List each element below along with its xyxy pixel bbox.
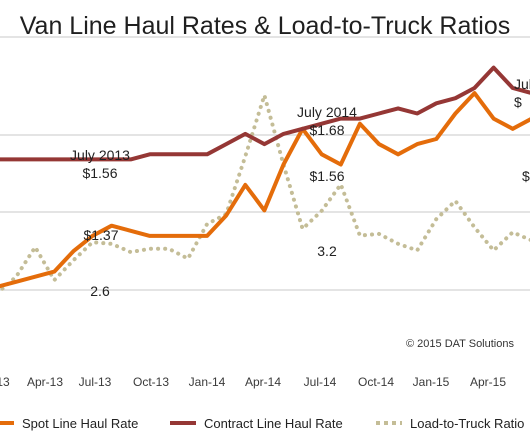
legend-swatch-contract (170, 421, 196, 425)
legend-swatch-ratio (376, 421, 402, 425)
x-tick-label: Apr-14 (245, 375, 281, 389)
x-tick-label: Oct-14 (358, 375, 394, 389)
annotation-label: July 2013 $1.56 (70, 147, 130, 181)
line-chart: July 2013 $1.56 $1.37 2.6 July 2014 $1.68 $1.5… (0, 36, 530, 389)
x-tick-label: Jan-14 (189, 375, 226, 389)
gridlines (0, 36, 530, 291)
x-tick-label: Jul-14 (304, 375, 337, 389)
annotation-label: $ (522, 168, 530, 184)
x-tick-label: Oct-13 (133, 375, 169, 389)
x-tick-label: Jul-13 (79, 375, 112, 389)
legend: Spot Line Haul Rate Contract Line Haul R… (0, 410, 530, 436)
x-tick-label: Apr-15 (470, 375, 506, 389)
legend-label-spot: Spot Line Haul Rate (22, 415, 139, 431)
x-tick-label: 13 (0, 375, 10, 389)
copyright-text: © 2015 DAT Solutions (406, 338, 514, 350)
annotation-label: July$ (514, 76, 530, 110)
x-axis-ticks: 13 Apr-13 Jul-13 Oct-13 Jan-14 Apr-14 Jul-14 Oc… (0, 375, 506, 389)
annotation-label: 3.2 (317, 243, 337, 259)
legend-swatch-spot (0, 421, 14, 425)
x-tick-label: Apr-13 (27, 375, 63, 389)
series-line-load-to-truck-ratio (0, 93, 530, 294)
annotation-label: July 2014 $1.68 (297, 104, 357, 138)
annotation-label: 2.6 (90, 283, 110, 299)
legend-item-contract: Contract Line Haul Rate (170, 410, 343, 436)
legend-label-ratio: Load-to-Truck Ratio (410, 415, 525, 431)
legend-item-ratio: Load-to-Truck Ratio (376, 410, 524, 436)
series-lines (0, 65, 530, 294)
series-line-contract-line-haul-rate (0, 65, 530, 162)
legend-label-contract: Contract Line Haul Rate (204, 415, 343, 431)
chart-title: Van Line Haul Rates & Load-to-Truck Rati… (19, 12, 511, 40)
legend-item-spot: Spot Line Haul Rate (0, 410, 138, 436)
annotations: July 2013 $1.56 $1.37 2.6 July 2014 $1.68 $1.5… (70, 76, 530, 299)
series-line-spot-line-haul-rate (0, 91, 530, 289)
annotation-label: $1.56 (309, 168, 344, 184)
annotation-label: $1.37 (83, 227, 118, 243)
x-tick-label: Jan-15 (413, 375, 450, 389)
